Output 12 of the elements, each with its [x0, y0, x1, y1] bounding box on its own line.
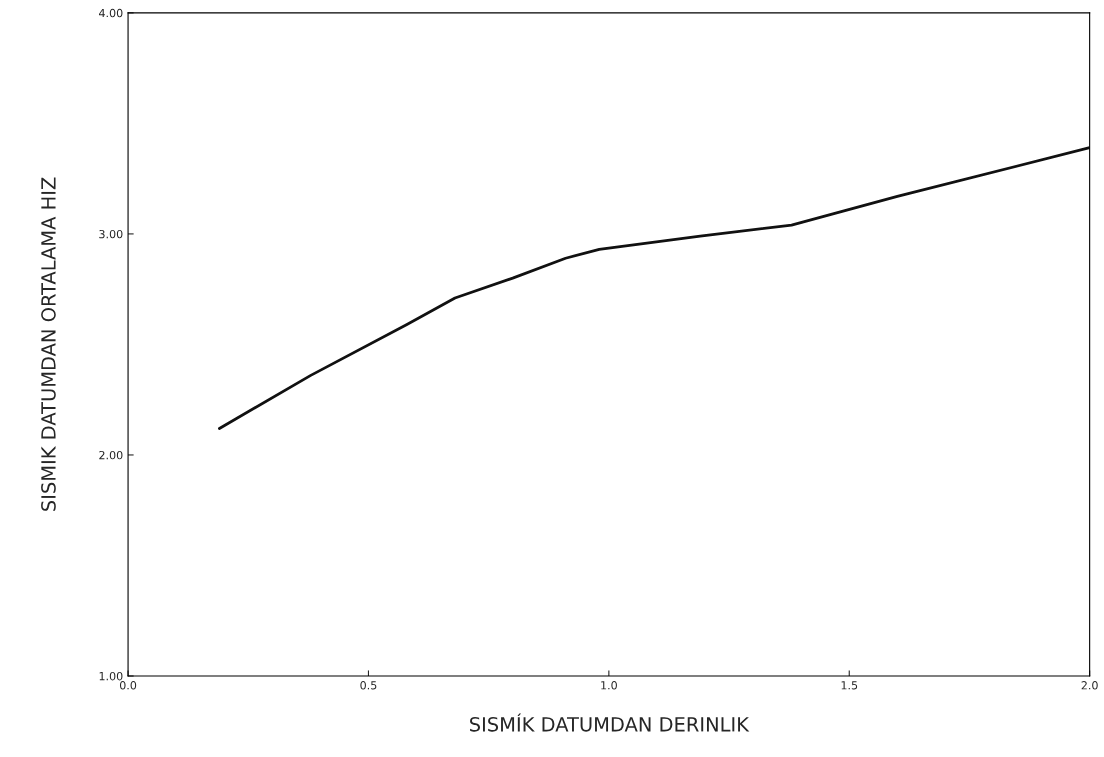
- x-tick-label: 0.5: [360, 681, 377, 690]
- y-tick-label: 2.00: [99, 450, 123, 460]
- x-tick-label: 0.0: [119, 681, 137, 690]
- y-tick-label: 3.00: [99, 229, 123, 239]
- y-axis-title: SISMIK DATUMDAN ORTALAMA HIZ: [41, 177, 56, 511]
- y-tick-label: 1.00: [99, 671, 123, 681]
- line-series: [218, 146, 1090, 430]
- x-tick-label: 1.5: [841, 681, 858, 690]
- x-tick-label: 2.0: [1081, 681, 1098, 690]
- x-tick-label: 1.0: [601, 681, 617, 690]
- y-tick-label: 4.00: [99, 8, 123, 18]
- x-axis-title: SISMÍK DATUMDAN DERINLIK: [470, 713, 750, 732]
